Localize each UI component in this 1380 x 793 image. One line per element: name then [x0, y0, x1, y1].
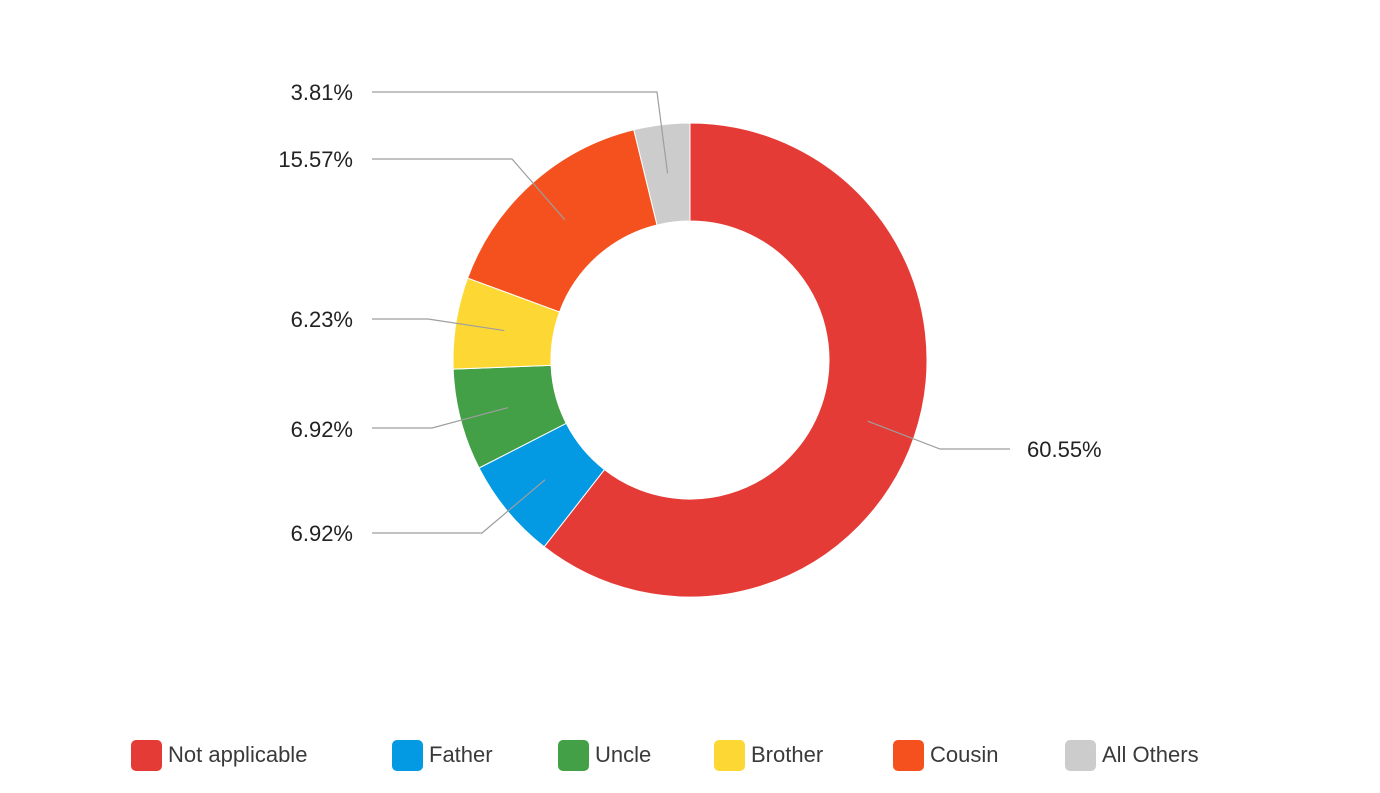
legend-swatch-not-applicable: [131, 739, 162, 771]
leader-line-cousin: [372, 158, 566, 221]
leader-line-brother: [372, 318, 505, 332]
legend-item-brother[interactable]: Brother: [714, 737, 823, 773]
legend-item-all-others[interactable]: All Others: [1065, 737, 1199, 773]
legend-label-not-applicable: Not applicable: [168, 742, 308, 767]
leader-line-uncle: [372, 406, 509, 429]
leader-line-all-others: [372, 91, 669, 174]
slice-label-brother: 6.23%: [291, 307, 353, 332]
legend-swatch-brother: [714, 739, 745, 771]
legend-label-cousin: Cousin: [930, 742, 999, 767]
legend-label-all-others: All Others: [1102, 742, 1199, 767]
slice-label-all-others: 3.81%: [291, 80, 353, 105]
legend-label-father: Father: [429, 742, 493, 767]
legend-item-father[interactable]: Father: [392, 737, 493, 773]
legend-swatch-uncle: [558, 739, 589, 771]
donut-slice-cousin[interactable]: [466, 129, 658, 313]
legend-swatch-cousin: [893, 739, 924, 771]
slice-label-father: 6.92%: [291, 521, 353, 546]
donut-slice-all-others[interactable]: [633, 122, 691, 226]
donut-chart: 60.55% 6.92% 6.92% 6.23% 15.57% 3.81%: [278, 80, 1102, 598]
legend-swatch-all-others: [1065, 739, 1096, 771]
slice-labels: 60.55% 6.92% 6.92% 6.23% 15.57% 3.81%: [278, 80, 1101, 546]
leader-line-father: [372, 479, 546, 534]
leader-line-not-applicable: [867, 420, 1010, 450]
donut-slice-not-applicable[interactable]: [543, 122, 928, 598]
legend-item-not-applicable[interactable]: Not applicable: [131, 737, 307, 773]
legend-label-uncle: Uncle: [595, 742, 652, 767]
leader-lines: [372, 91, 1010, 534]
slice-label-not-applicable: 60.55%: [1027, 437, 1102, 462]
legend-label-brother: Brother: [751, 742, 824, 767]
slice-label-cousin: 15.57%: [278, 147, 353, 172]
chart-legend: Not applicable Father Uncle Brother Cous…: [0, 737, 1380, 777]
donut-slices: [452, 122, 928, 598]
legend-item-cousin[interactable]: Cousin: [893, 737, 998, 773]
legend-item-uncle[interactable]: Uncle: [558, 737, 651, 773]
legend-swatch-father: [392, 739, 423, 771]
slice-label-uncle: 6.92%: [291, 417, 353, 442]
